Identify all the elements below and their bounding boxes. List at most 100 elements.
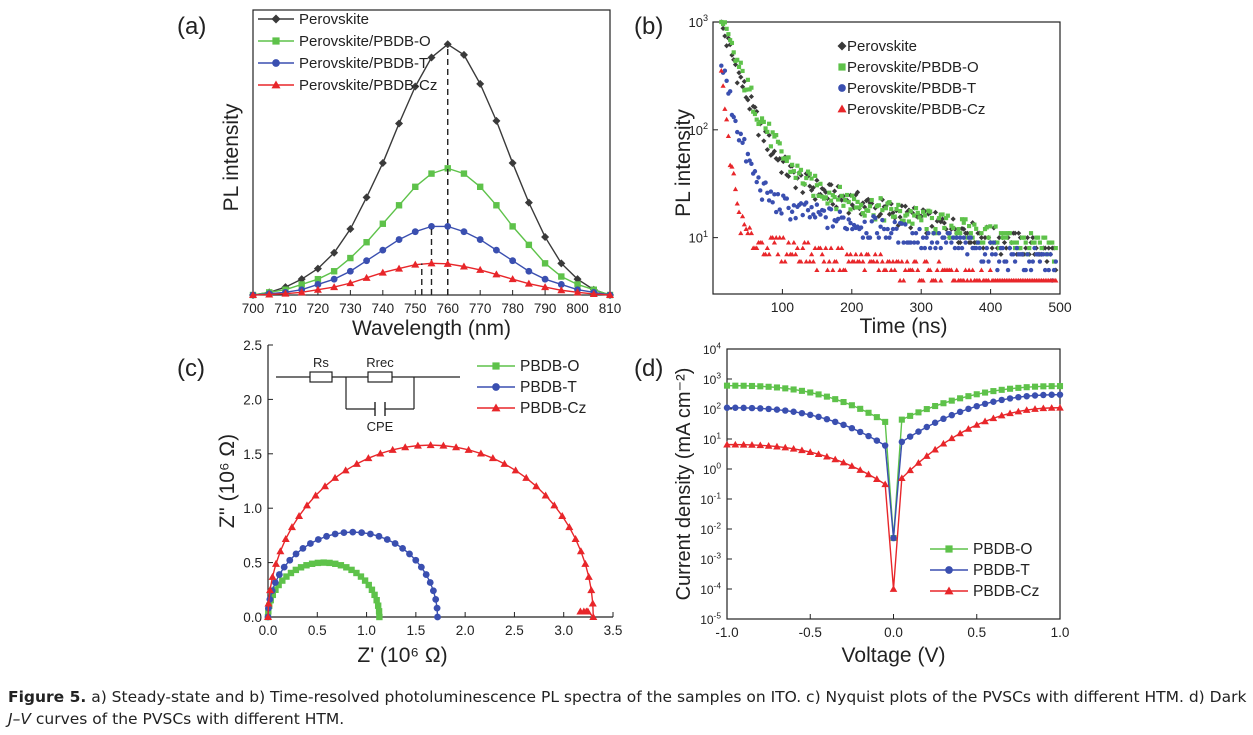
data-point-d [956, 429, 964, 437]
data-point-b [919, 218, 924, 223]
data-point-b [843, 198, 848, 203]
data-point-d [732, 404, 739, 412]
data-point-d [906, 433, 914, 440]
data-point-a [330, 268, 338, 275]
data-point-b [844, 226, 850, 232]
data-point-b [848, 220, 853, 226]
data-point-d [757, 405, 764, 412]
data-point-b [759, 239, 765, 245]
data-point-b [761, 119, 766, 124]
data-point-c [314, 559, 322, 567]
data-point-b [894, 207, 899, 212]
b-legend-label: Perovskite/PBDB-Cz [847, 101, 985, 118]
data-point-b [947, 230, 952, 236]
data-point-a [476, 265, 485, 273]
data-point-b [950, 216, 956, 222]
data-point-b [929, 223, 935, 229]
data-point-b [784, 251, 790, 257]
data-point-b [846, 258, 852, 264]
data-point-c [311, 491, 320, 499]
data-point-d [781, 443, 790, 451]
data-point-b [894, 226, 899, 231]
data-point-c [271, 559, 280, 567]
y-axis-title-b: PL intensity [672, 109, 695, 217]
data-point-b [938, 245, 943, 251]
data-point-b [818, 212, 823, 217]
data-point-b [754, 117, 759, 122]
x-tick-label-d: 0.0 [884, 625, 903, 640]
data-point-a [395, 202, 403, 209]
data-point-b [788, 169, 793, 174]
data-point-b [828, 245, 834, 251]
y-tick-label-d: 10-2 [700, 521, 721, 537]
x-axis-title-a: Wavelength (nm) [352, 317, 511, 340]
data-point-b [846, 199, 851, 205]
data-point-b [961, 220, 966, 225]
data-point-b [866, 208, 871, 213]
x-tick-label-d: -1.0 [715, 625, 738, 640]
data-point-b [1027, 259, 1032, 264]
data-point-b [870, 258, 877, 264]
data-point-b [984, 225, 989, 230]
data-point-a [412, 183, 419, 191]
data-point-b [899, 221, 905, 226]
data-point-d [1014, 407, 1023, 415]
data-point-c [375, 532, 383, 540]
data-point-b [905, 212, 910, 217]
data-point-b [987, 267, 993, 273]
data-point-b [731, 50, 736, 55]
data-point-b [777, 156, 783, 162]
data-point-b [830, 201, 836, 207]
data-point-b [996, 259, 1002, 264]
data-point-b [850, 226, 855, 232]
data-point-b [980, 245, 986, 251]
data-point-b [1042, 245, 1048, 251]
data-point-b [770, 200, 775, 205]
data-point-c [264, 613, 272, 620]
c-legend-label: PBDB-T [520, 379, 577, 396]
data-point-b [915, 210, 920, 215]
data-point-d [815, 413, 822, 421]
data-point-d [881, 442, 889, 449]
data-point-b [841, 215, 846, 220]
data-point-b [1014, 240, 1019, 245]
data-point-a [330, 275, 338, 283]
data-point-b [818, 181, 823, 186]
data-point-b [908, 240, 913, 245]
data-point-b [729, 164, 735, 169]
data-point-b [1001, 239, 1008, 246]
data-point-a [347, 254, 354, 262]
data-point-b [890, 226, 896, 232]
y-axis-title-d: Current density (mA cm⁻²) [673, 368, 695, 601]
data-point-b [724, 116, 730, 122]
data-point-b [876, 267, 882, 273]
data-point-c [532, 482, 541, 490]
data-point-c [522, 473, 531, 481]
data-point-b [842, 267, 848, 273]
y-axis-title-c: Z'' (10⁶ Ω) [216, 434, 239, 528]
data-point-b [784, 158, 789, 164]
data-point-b [920, 209, 926, 214]
data-point-b [1003, 245, 1009, 251]
data-point-b [854, 189, 861, 195]
data-point-b [809, 205, 814, 210]
data-point-c [349, 528, 357, 536]
data-point-a [476, 236, 484, 243]
data-point-d [1023, 384, 1030, 391]
data-point-c [439, 441, 448, 449]
data-point-b [844, 251, 850, 257]
data-point-c [331, 530, 339, 538]
data-point-d [1039, 404, 1048, 412]
data-point-c [417, 563, 425, 571]
data-point-b [823, 195, 828, 200]
data-point-b [770, 130, 775, 135]
data-point-b [887, 235, 892, 240]
data-point-d [1056, 391, 1064, 398]
data-point-b [1042, 267, 1048, 273]
data-point-d [782, 407, 789, 414]
data-point-b [912, 240, 917, 245]
data-point-d [798, 409, 806, 417]
data-point-b [909, 267, 916, 273]
data-point-d [923, 423, 931, 431]
data-point-d [764, 442, 773, 449]
